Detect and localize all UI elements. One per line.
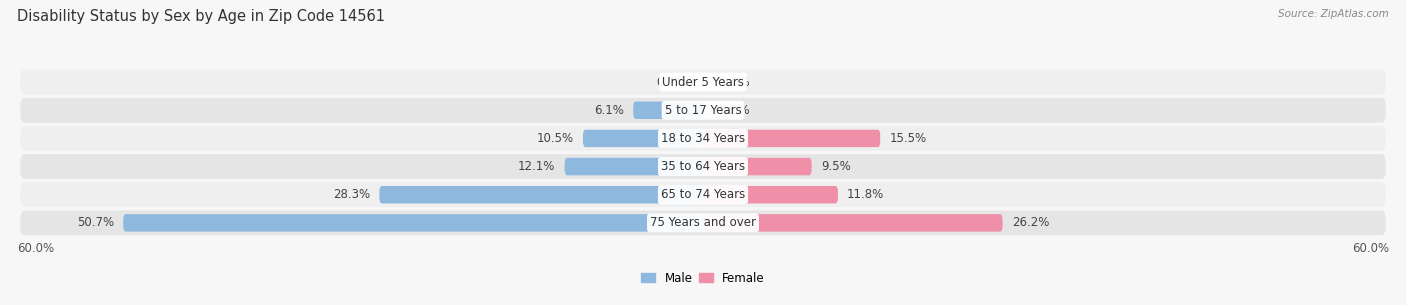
FancyBboxPatch shape <box>633 102 703 119</box>
Text: 50.7%: 50.7% <box>77 216 114 229</box>
Text: 5 to 17 Years: 5 to 17 Years <box>665 104 741 117</box>
Text: 9.5%: 9.5% <box>821 160 851 173</box>
Text: 75 Years and over: 75 Years and over <box>650 216 756 229</box>
Text: 12.1%: 12.1% <box>517 160 555 173</box>
Text: Source: ZipAtlas.com: Source: ZipAtlas.com <box>1278 9 1389 19</box>
FancyBboxPatch shape <box>565 158 703 175</box>
Text: 18 to 34 Years: 18 to 34 Years <box>661 132 745 145</box>
FancyBboxPatch shape <box>124 214 703 231</box>
FancyBboxPatch shape <box>703 158 811 175</box>
FancyBboxPatch shape <box>703 186 838 203</box>
Text: 15.5%: 15.5% <box>890 132 927 145</box>
Text: 26.2%: 26.2% <box>1012 216 1049 229</box>
FancyBboxPatch shape <box>20 98 1386 123</box>
FancyBboxPatch shape <box>20 126 1386 151</box>
FancyBboxPatch shape <box>20 70 1386 95</box>
Text: 0.0%: 0.0% <box>720 76 749 89</box>
Text: 6.1%: 6.1% <box>595 104 624 117</box>
Text: 11.8%: 11.8% <box>846 188 884 201</box>
Text: 65 to 74 Years: 65 to 74 Years <box>661 188 745 201</box>
Text: Under 5 Years: Under 5 Years <box>662 76 744 89</box>
Text: 0.0%: 0.0% <box>657 76 686 89</box>
FancyBboxPatch shape <box>20 210 1386 235</box>
Legend: Male, Female: Male, Female <box>637 267 769 289</box>
Text: 0.0%: 0.0% <box>720 104 749 117</box>
FancyBboxPatch shape <box>380 186 703 203</box>
FancyBboxPatch shape <box>20 154 1386 179</box>
FancyBboxPatch shape <box>703 130 880 147</box>
Text: 10.5%: 10.5% <box>537 132 574 145</box>
FancyBboxPatch shape <box>703 214 1002 231</box>
Text: 35 to 64 Years: 35 to 64 Years <box>661 160 745 173</box>
FancyBboxPatch shape <box>583 130 703 147</box>
FancyBboxPatch shape <box>20 182 1386 207</box>
Text: 60.0%: 60.0% <box>1353 242 1389 255</box>
Text: 28.3%: 28.3% <box>333 188 370 201</box>
Text: 60.0%: 60.0% <box>17 242 53 255</box>
Text: Disability Status by Sex by Age in Zip Code 14561: Disability Status by Sex by Age in Zip C… <box>17 9 385 24</box>
